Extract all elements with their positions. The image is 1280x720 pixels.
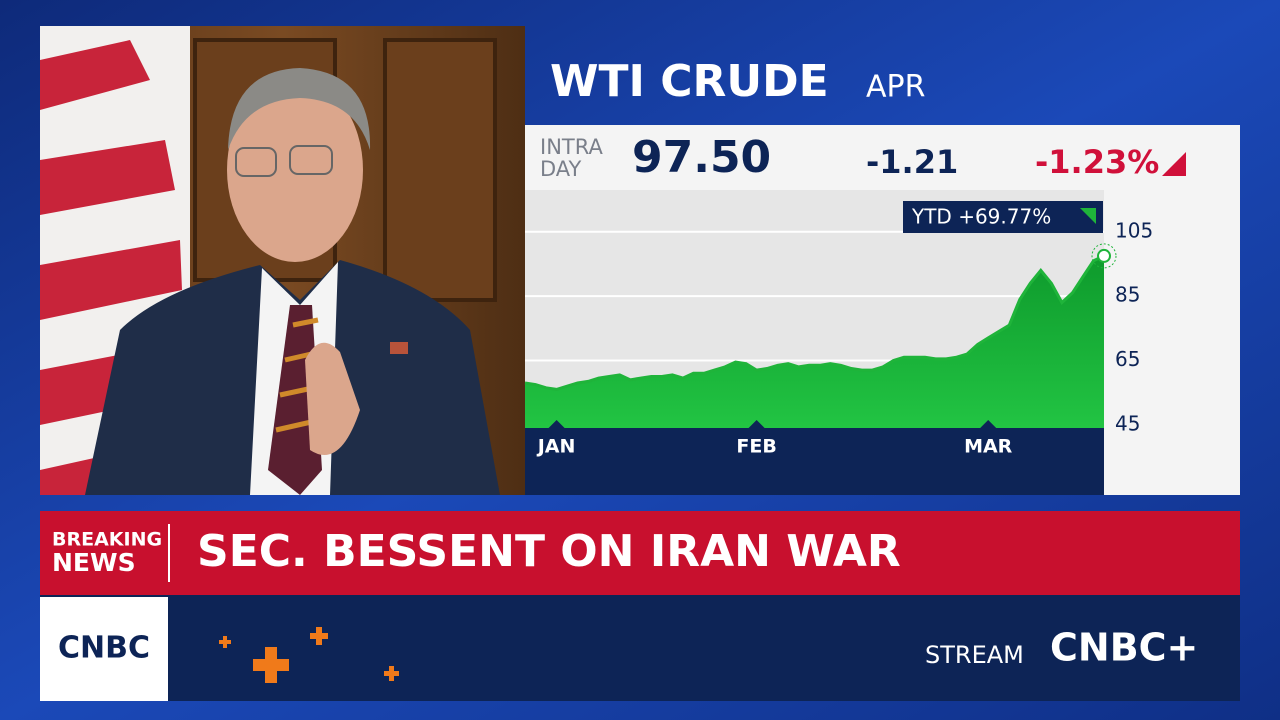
- quote-contract: APR: [866, 70, 925, 105]
- x-tick-label: MAR: [964, 436, 1013, 458]
- decorative-plus: [219, 627, 399, 683]
- footer-bar: [40, 595, 1240, 701]
- ytd-change: YTD +69.77%: [911, 205, 1051, 229]
- up-indicator: [1080, 208, 1096, 224]
- session-label: INTRA: [540, 135, 603, 159]
- quote-symbol: WTI CRUDE: [550, 56, 829, 107]
- banner-label: NEWS: [52, 548, 136, 577]
- x-tick-marker: [748, 420, 765, 428]
- session-label: DAY: [540, 157, 582, 181]
- x-tick-marker: [548, 420, 565, 428]
- last-point-halo: [1091, 243, 1117, 269]
- headline: SEC. BESSENT ON IRAN WAR: [197, 526, 901, 577]
- y-tick-label: 45: [1115, 411, 1140, 435]
- down-indicator: [1162, 152, 1186, 176]
- network-logo: CNBC: [58, 631, 150, 666]
- video-feed: [40, 26, 525, 495]
- stream-brand: CNBC+: [1050, 626, 1198, 670]
- stream-label: STREAM: [925, 641, 1024, 669]
- line: [524, 254, 1105, 391]
- net-change: -1.21: [866, 143, 958, 181]
- logo-box: [40, 597, 168, 701]
- area: [525, 255, 1104, 428]
- y-tick-label: 105: [1115, 218, 1153, 242]
- y-tick-label: 65: [1115, 347, 1140, 371]
- quote-strip: [525, 125, 1240, 190]
- x-axis-band: [525, 428, 1104, 495]
- ytd-box: [903, 201, 1103, 233]
- y-tick-label: 85: [1115, 283, 1140, 307]
- banner-label: BREAKING: [52, 529, 162, 551]
- x-tick-marker: [980, 420, 997, 428]
- x-tick-label: JAN: [536, 436, 576, 458]
- last-point: [1097, 248, 1111, 263]
- y-axis-panel: [1104, 190, 1240, 495]
- percent-change: -1.23%: [1035, 143, 1159, 181]
- breaking-banner: [40, 511, 1240, 595]
- last-price: 97.50: [632, 132, 771, 183]
- x-tick-label: FEB: [736, 436, 776, 458]
